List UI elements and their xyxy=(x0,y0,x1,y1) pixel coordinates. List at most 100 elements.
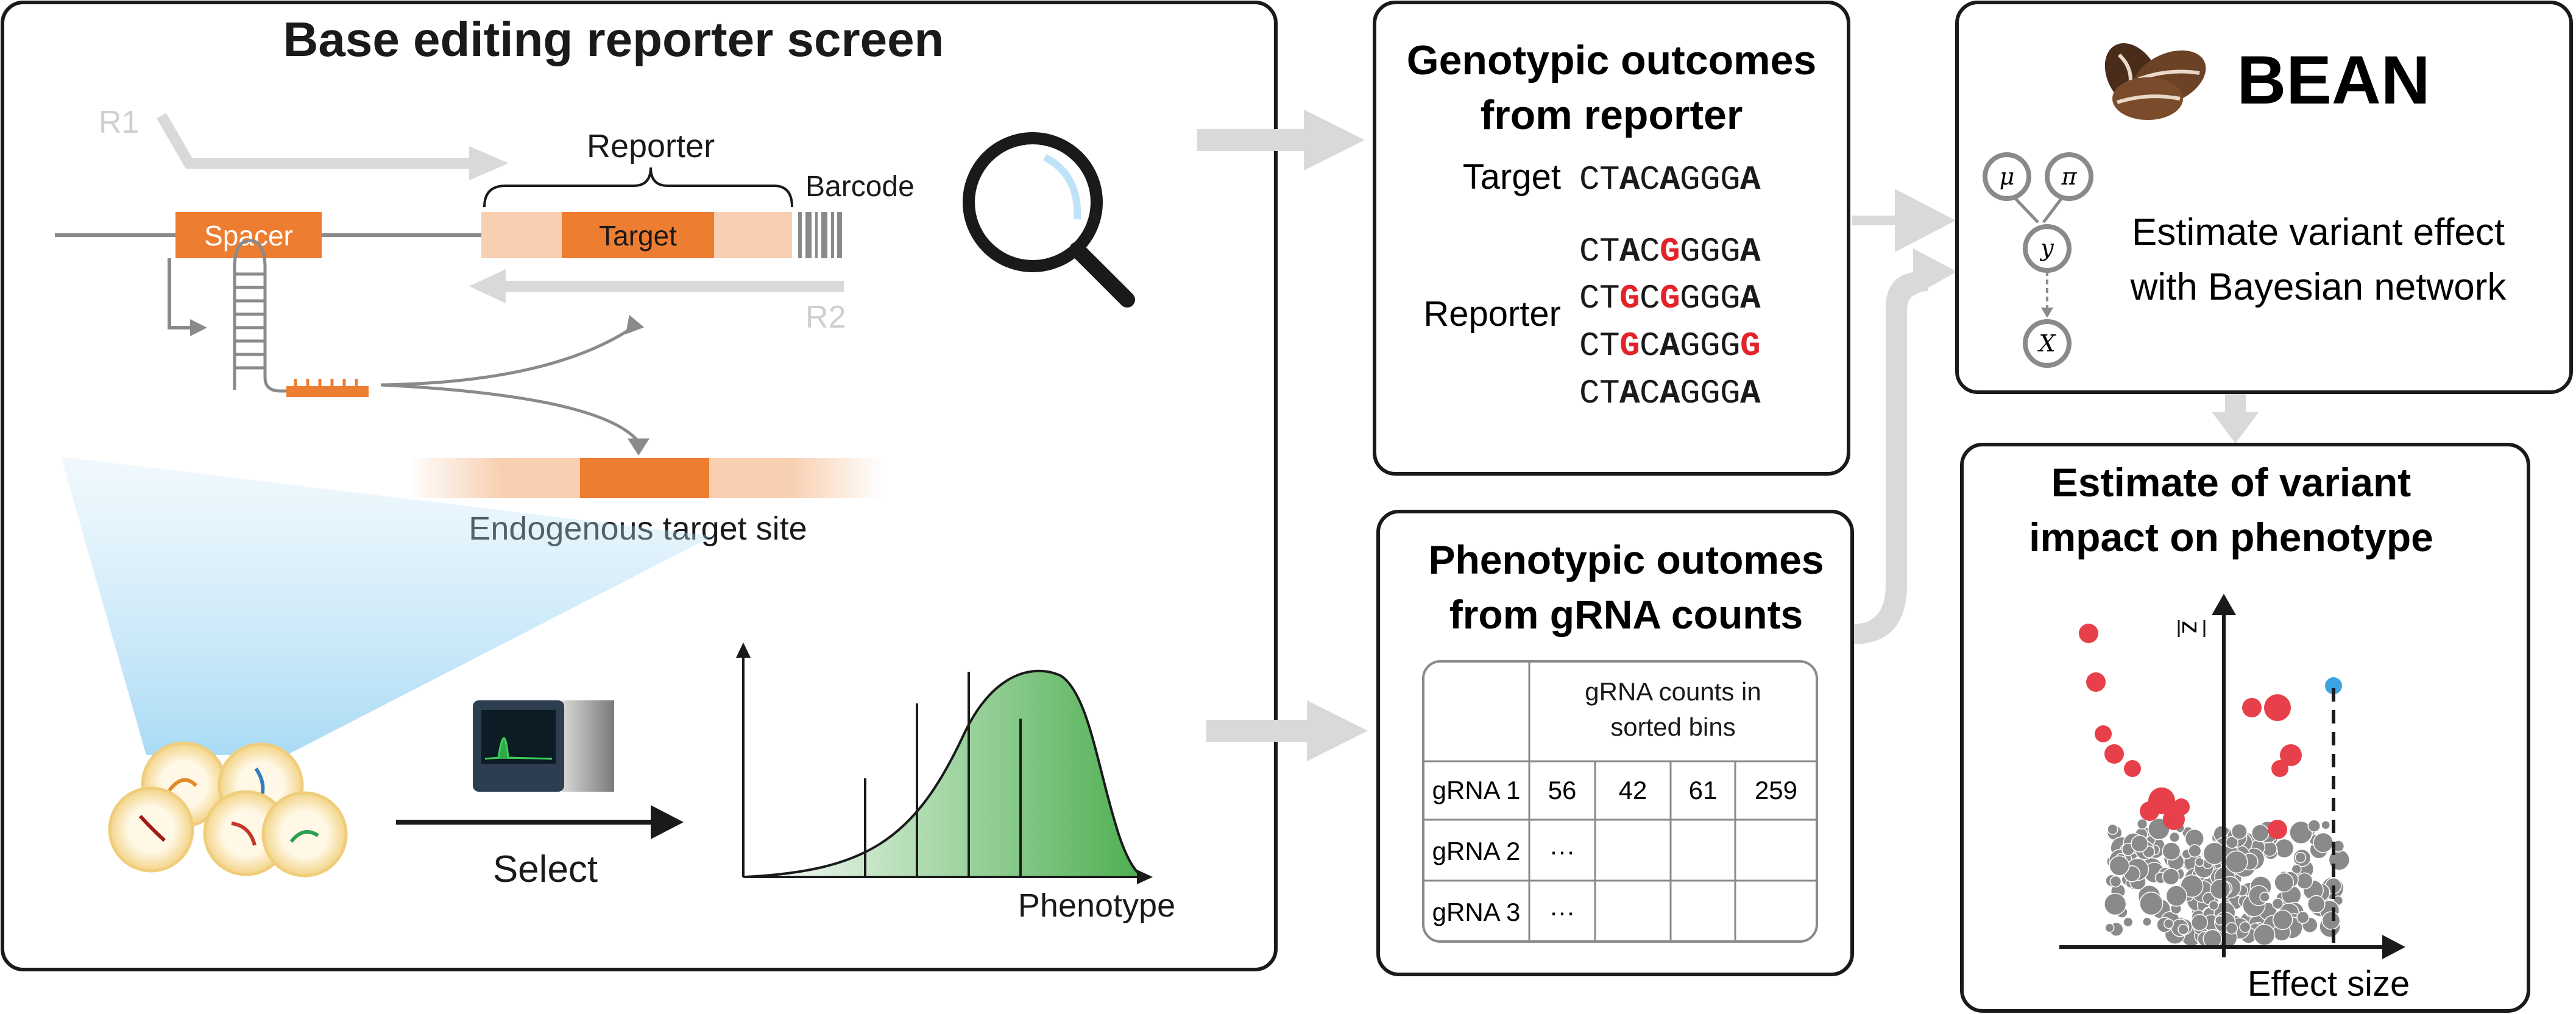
target-label: Target xyxy=(599,220,677,252)
genotype-title-line2: from reporter xyxy=(1481,92,1743,138)
nonsignificant-point xyxy=(2162,868,2180,885)
reporter-seq: CTGCGGGGA xyxy=(1579,279,1761,318)
phenotype-distribution: Phenotype xyxy=(736,643,1175,924)
cell-sorter-icon xyxy=(473,700,614,792)
genotype-panel: Genotypic outcomes from reporter Target … xyxy=(1373,1,1850,476)
primer-r2-label: R2 xyxy=(805,300,846,335)
nonsignificant-point xyxy=(2208,900,2219,911)
nonsignificant-point xyxy=(2209,879,2231,900)
genotype-reporter-label: Reporter xyxy=(1423,294,1561,334)
impact-y-axis-label: z xyxy=(2176,621,2206,634)
nonsignificant-point xyxy=(2139,892,2164,916)
nonsignificant-point xyxy=(2109,875,2122,888)
reporter-brace xyxy=(483,167,793,208)
primer-r1-label: R1 xyxy=(99,105,139,140)
nonsignificant-point xyxy=(2162,842,2181,861)
phenotype-axis-label: Phenotype xyxy=(1018,887,1175,924)
nonsignificant-point xyxy=(2289,820,2313,845)
bayesian-network: μ π y X xyxy=(1983,152,2093,368)
genotype-target-label: Target xyxy=(1463,157,1561,197)
phenotype-panel: Phenotypic outomes from gRNA counts gRNA… xyxy=(1376,510,1854,976)
nonsignificant-point xyxy=(2169,831,2181,843)
impact-title-line1: Estimate of variant xyxy=(2051,460,2411,505)
screen-panel-title: Base editing reporter screen xyxy=(283,12,944,66)
significant-point xyxy=(2268,820,2287,839)
significant-point xyxy=(2242,698,2262,717)
nonsignificant-point xyxy=(2307,819,2321,833)
primer-r1: R1 xyxy=(99,105,509,180)
nonsignificant-point xyxy=(2259,892,2270,903)
target-sequence: CTACAGGGA xyxy=(1579,160,1761,199)
nonsignificant-point xyxy=(2104,892,2127,916)
node-pi: π xyxy=(2061,163,2078,190)
table-row-label: gRNA 2 xyxy=(1432,837,1521,865)
significant-point xyxy=(2095,725,2112,742)
nonsignificant-point xyxy=(2188,844,2202,858)
nonsignificant-point xyxy=(2321,911,2341,930)
nonsignificant-point xyxy=(2142,917,2152,927)
target-seq: CTACAGGGA xyxy=(1579,160,1761,199)
table-row-label: gRNA 3 xyxy=(1432,898,1521,926)
reporter-label: Reporter xyxy=(587,128,715,164)
barcode-icon xyxy=(798,212,842,258)
nonsignificant-point xyxy=(2296,872,2313,890)
significant-point xyxy=(2173,798,2190,815)
nonsignificant-point xyxy=(2225,922,2238,935)
cell-cluster-icon xyxy=(108,741,348,878)
significant-point xyxy=(2079,624,2098,643)
spacer-box xyxy=(175,212,322,258)
nonsignificant-point xyxy=(2178,923,2189,935)
highlighted-variant-point xyxy=(2325,677,2342,694)
barcode-label: Barcode xyxy=(805,171,915,203)
nonsignificant-point xyxy=(2307,895,2326,914)
nonsignificant-point xyxy=(2136,818,2148,830)
coffee-bean-logo-icon xyxy=(2104,43,2206,120)
table-cell: 259 xyxy=(1755,776,1797,805)
nonsignificant-point xyxy=(2313,832,2334,853)
grna-count-table: gRNA counts in sorted bins gRNA 1 56 42 61 2… xyxy=(1422,660,1818,943)
table-cell: 42 xyxy=(1619,776,1647,805)
bean-panel: BEAN μ π y X Estimate variant effect wit… xyxy=(1955,1,2573,394)
table-cell: ··· xyxy=(1549,898,1575,926)
reporter-seq: CTACGGGGA xyxy=(1579,232,1761,271)
nonsignificant-point xyxy=(2295,851,2307,864)
table-cell: 56 xyxy=(1548,776,1577,805)
impact-panel: Estimate of variant impact on phenotype … xyxy=(1960,443,2530,1013)
table-rows: gRNA 1 56 42 61 259 gRNA 2 ··· gRNA 3 ··· xyxy=(1432,776,1797,926)
nonsignificant-point xyxy=(2253,923,2276,946)
significant-point xyxy=(2280,744,2302,766)
nonsignificant-point xyxy=(2231,823,2248,840)
nonsignificant-point xyxy=(2225,836,2238,849)
significant-point xyxy=(2264,694,2291,721)
nonsignificant-point xyxy=(2239,921,2251,933)
endogenous-target-box xyxy=(580,458,709,498)
nonsignificant-point xyxy=(2109,855,2130,876)
primer-r2: R2 xyxy=(469,269,846,335)
nonsignificant-point xyxy=(2321,820,2331,830)
node-mu: μ xyxy=(2000,163,2015,190)
significant-point xyxy=(2148,787,2175,814)
nonsignificant-point xyxy=(2296,910,2310,924)
table-cell: 61 xyxy=(1689,776,1718,805)
bean-description-line1: Estimate variant effect xyxy=(2132,211,2505,253)
nonsignificant-point xyxy=(2251,824,2270,842)
nonsignificant-point xyxy=(2123,917,2134,928)
target-box xyxy=(562,212,714,258)
node-y: y xyxy=(2039,234,2054,261)
node-x: X xyxy=(2037,330,2056,357)
magnifier-icon xyxy=(963,132,1135,308)
phenotype-title-line2: from gRNA counts xyxy=(1449,592,1803,637)
nonsignificant-point xyxy=(2131,834,2149,853)
impact-title-line2: impact on phenotype xyxy=(2029,515,2433,560)
nonsignificant-point xyxy=(2107,823,2118,835)
volcano-points xyxy=(2079,624,2351,949)
reporter-seq: CTACAGGGA xyxy=(1579,374,1761,413)
nonsignificant-point xyxy=(2274,872,2295,893)
nonsignificant-point xyxy=(2163,918,2174,929)
connector-arrows xyxy=(1197,110,2259,761)
nonsignificant-point xyxy=(2272,909,2293,931)
phenotype-title-line1: Phenotypic outomes xyxy=(1428,537,1824,582)
nonsignificant-point xyxy=(2224,850,2248,874)
table-cell: ··· xyxy=(1549,837,1575,865)
nonsignificant-point xyxy=(2194,857,2205,867)
